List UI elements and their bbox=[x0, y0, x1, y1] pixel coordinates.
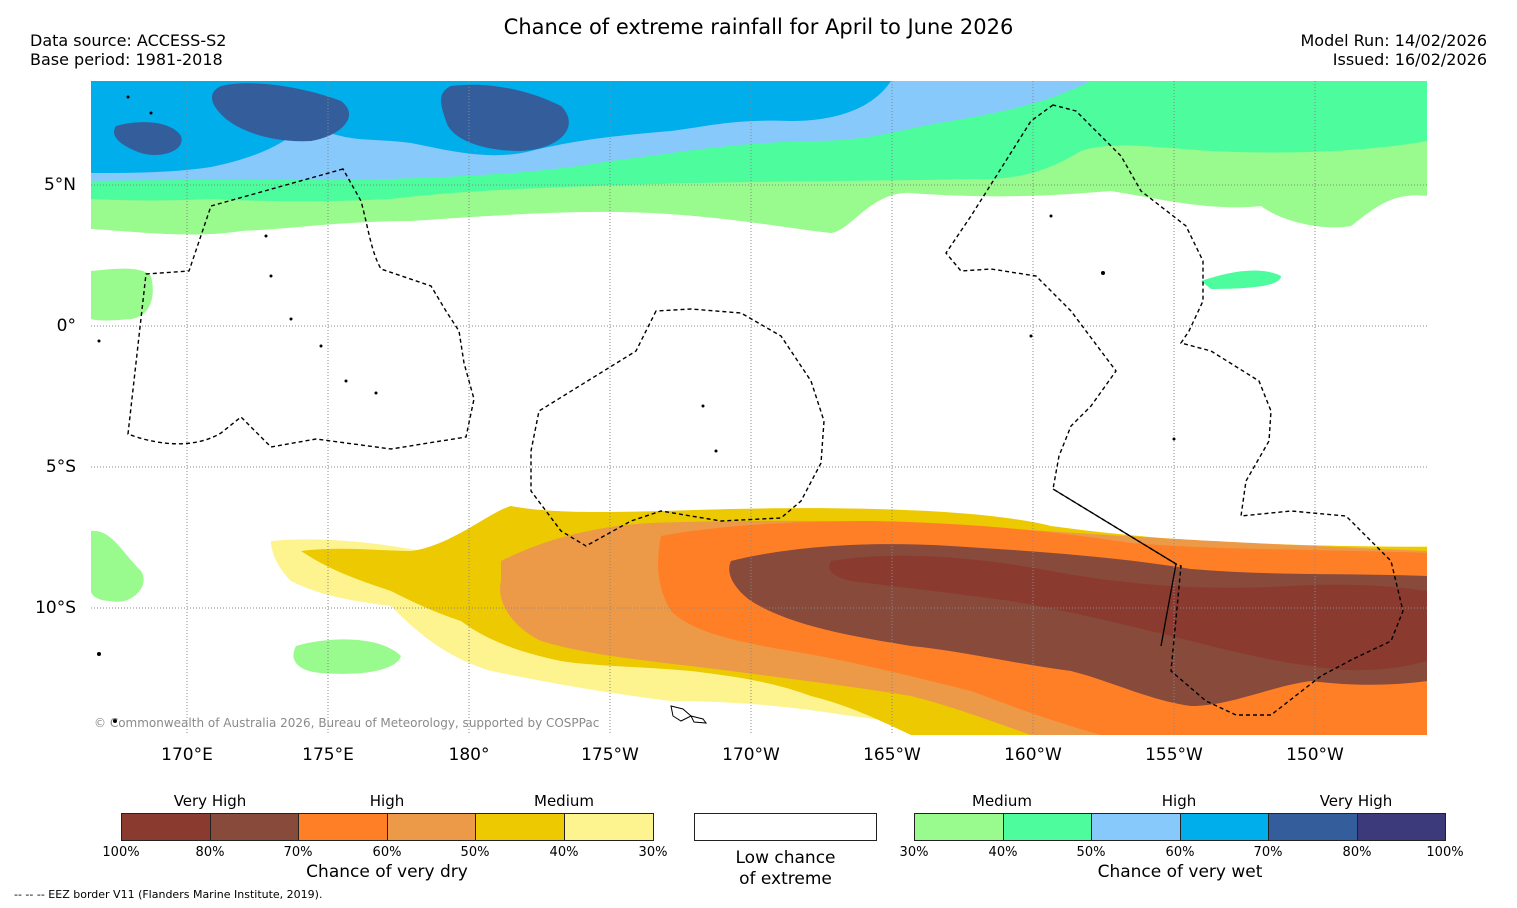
wet-swatch-1 bbox=[914, 813, 1004, 841]
dry-tick: 30% bbox=[638, 845, 668, 860]
eez-border-central bbox=[530, 308, 825, 547]
island-dot bbox=[374, 391, 378, 395]
island-dot bbox=[344, 379, 348, 383]
wet-tick: 100% bbox=[1426, 845, 1464, 860]
wet-swatch-6 bbox=[1357, 813, 1446, 841]
wet-swatch-5 bbox=[1268, 813, 1358, 841]
dry-swatch-5 bbox=[475, 813, 565, 841]
island-dot bbox=[1101, 271, 1105, 275]
island-outlines bbox=[670, 705, 708, 724]
island-dot bbox=[269, 274, 273, 278]
island-dot bbox=[97, 652, 101, 656]
island-dot bbox=[1029, 334, 1033, 338]
wet-tick: 50% bbox=[1076, 845, 1106, 860]
low-chance-line1: Low chance bbox=[735, 848, 836, 868]
issued-text: Issued: 16/02/2026 bbox=[1332, 50, 1487, 69]
island-dot bbox=[701, 404, 705, 408]
wet-patch-east bbox=[1201, 270, 1281, 289]
copyright-credit: © Commonwealth of Australia 2026, Bureau… bbox=[94, 716, 600, 730]
wet-level-high: High bbox=[1161, 792, 1197, 810]
lat-label-5n: 5°N bbox=[43, 175, 76, 195]
eez-border-west bbox=[127, 168, 475, 450]
wet-tick: 40% bbox=[988, 845, 1018, 860]
dry-tick: 70% bbox=[283, 845, 313, 860]
model-run-info: Model Run: 14/02/2026 Issued: 16/02/2026 bbox=[1301, 31, 1488, 69]
wet-patch-southwest bbox=[91, 530, 144, 602]
data-source-info: Data source: ACCESS-S2 Base period: 1981… bbox=[30, 31, 226, 69]
wet-level-medium: Medium bbox=[972, 792, 1032, 810]
island-dot bbox=[126, 95, 130, 99]
wet-swatch-3 bbox=[1091, 813, 1181, 841]
eez-solid-border bbox=[1052, 488, 1177, 647]
wet-tick: 80% bbox=[1342, 845, 1372, 860]
dry-level-medium: Medium bbox=[534, 792, 594, 810]
lat-label-5s: 5°S bbox=[45, 457, 76, 477]
dry-level-very-high: Very High bbox=[173, 792, 247, 810]
dry-tick: 80% bbox=[195, 845, 225, 860]
island-dot bbox=[97, 339, 101, 343]
dry-swatch-4 bbox=[387, 813, 476, 841]
model-run-text: Model Run: 14/02/2026 bbox=[1300, 31, 1488, 50]
wet-level-very-high: Very High bbox=[1319, 792, 1393, 810]
dry-tick: 50% bbox=[460, 845, 490, 860]
low-chance-caption: Low chance of extreme bbox=[694, 848, 877, 890]
dry-region bbox=[271, 506, 1427, 735]
data-source-text: Data source: ACCESS-S2 bbox=[30, 31, 227, 50]
wet-patch-west bbox=[91, 268, 153, 321]
island-dot bbox=[1172, 437, 1176, 441]
eez-solid-line bbox=[1052, 488, 1177, 647]
island-dot bbox=[149, 111, 153, 115]
wet-patch-south bbox=[293, 639, 401, 674]
lon-label-165w: 165°W bbox=[863, 745, 921, 765]
low-chance-swatch bbox=[694, 813, 877, 841]
lon-label-170w: 170°W bbox=[722, 745, 780, 765]
dry-tick: 40% bbox=[549, 845, 579, 860]
lon-label-160w: 160°W bbox=[1004, 745, 1062, 765]
lon-label-175e: 175°E bbox=[302, 745, 354, 765]
island-dot bbox=[264, 234, 268, 238]
island-dot bbox=[714, 449, 718, 453]
dry-swatch-2 bbox=[210, 813, 299, 841]
wet-legend-caption: Chance of very wet bbox=[1097, 862, 1263, 882]
lat-label-0: 0° bbox=[56, 316, 76, 336]
wet-tick: 30% bbox=[899, 845, 929, 860]
dry-tick: 100% bbox=[102, 845, 140, 860]
base-period-text: Base period: 1981-2018 bbox=[30, 50, 223, 69]
very-wet-area-1 bbox=[211, 83, 350, 142]
dry-tick: 60% bbox=[372, 845, 402, 860]
eez-borders bbox=[127, 104, 1404, 716]
very-wet-area-2 bbox=[113, 122, 182, 156]
island-outline bbox=[690, 715, 708, 724]
island-outline bbox=[670, 705, 692, 722]
low-chance-line2: of extreme bbox=[739, 869, 832, 889]
lon-label-155w: 155°W bbox=[1145, 745, 1203, 765]
lon-label-180: 180° bbox=[448, 745, 490, 765]
map-title: Chance of extreme rainfall for April to … bbox=[503, 15, 1014, 39]
island-dot bbox=[289, 317, 293, 321]
wet-swatch-2 bbox=[1003, 813, 1092, 841]
wet-tick: 60% bbox=[1165, 845, 1195, 860]
very-dry-area bbox=[829, 555, 1427, 671]
dry-swatch-3 bbox=[298, 813, 388, 841]
very-wet-area-3 bbox=[441, 84, 569, 151]
eez-border-east bbox=[945, 104, 1404, 716]
wet-swatch-4 bbox=[1180, 813, 1269, 841]
island-dot bbox=[319, 344, 323, 348]
lat-label-10s: 10°S bbox=[35, 598, 76, 618]
dry-legend-caption: Chance of very dry bbox=[306, 862, 468, 882]
graticule bbox=[91, 81, 1427, 735]
lon-label-170e: 170°E bbox=[161, 745, 213, 765]
dry-swatch-1 bbox=[121, 813, 211, 841]
eez-note: -- -- -- EEZ border V11 (Flanders Marine… bbox=[14, 888, 323, 901]
dry-level-high: High bbox=[369, 792, 405, 810]
island-dot bbox=[113, 719, 117, 723]
rainfall-map bbox=[91, 81, 1427, 735]
island-dot bbox=[1049, 214, 1053, 218]
lon-label-150w: 150°W bbox=[1286, 745, 1344, 765]
wet-tick: 70% bbox=[1253, 845, 1283, 860]
lon-label-175w: 175°W bbox=[581, 745, 639, 765]
dry-swatch-6 bbox=[564, 813, 654, 841]
wet-region bbox=[91, 81, 1427, 674]
island-markers bbox=[97, 95, 1176, 723]
